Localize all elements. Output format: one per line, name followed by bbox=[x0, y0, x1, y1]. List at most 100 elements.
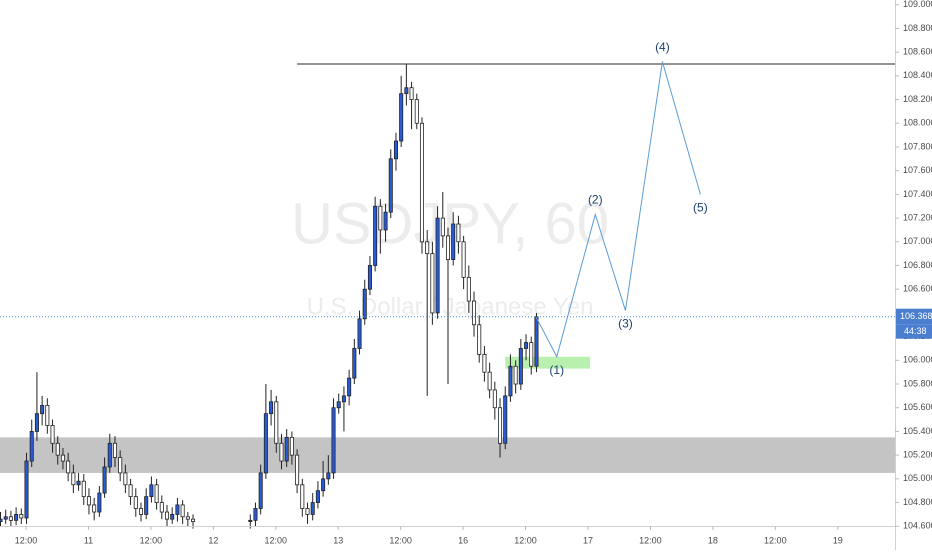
candle-body bbox=[393, 140, 398, 160]
candle-body bbox=[102, 466, 107, 494]
y-tick-label: 108.000 bbox=[903, 118, 932, 128]
candle-body bbox=[508, 365, 513, 397]
candle-body bbox=[180, 504, 185, 518]
candle-body bbox=[128, 484, 133, 498]
candle-body bbox=[529, 342, 534, 367]
plot-area: (1) (2) (3) (4) (5) bbox=[0, 40, 895, 529]
candle-body bbox=[419, 122, 424, 243]
candle-body bbox=[112, 442, 117, 458]
candle-body bbox=[435, 217, 440, 314]
wave-label: (4) bbox=[655, 40, 670, 54]
candle-body bbox=[154, 484, 159, 503]
y-tick-label: 105.400 bbox=[903, 426, 932, 436]
x-tick-label: 12:00 bbox=[514, 535, 537, 545]
y-tick-label: 108.600 bbox=[903, 47, 932, 57]
y-tick-label: 106.600 bbox=[903, 284, 932, 294]
y-tick-label: 107.600 bbox=[903, 165, 932, 175]
y-tick-label: 108.800 bbox=[903, 23, 932, 33]
candle-body bbox=[34, 413, 39, 432]
candle-body bbox=[60, 454, 65, 462]
candle-body bbox=[269, 401, 274, 415]
candle-body bbox=[66, 460, 71, 474]
candle-body bbox=[284, 436, 289, 462]
support-zone bbox=[0, 437, 895, 473]
candle-body bbox=[295, 454, 300, 486]
candle-body bbox=[149, 484, 154, 498]
candle-body bbox=[347, 377, 352, 397]
candle-body bbox=[19, 514, 24, 519]
candle-body bbox=[430, 253, 435, 314]
x-tick-label: 12:00 bbox=[389, 535, 412, 545]
x-tick-label: 12:00 bbox=[265, 535, 288, 545]
x-tick-label: 12:00 bbox=[15, 535, 38, 545]
last-price-label: 106.368 bbox=[900, 311, 932, 321]
candle-body bbox=[466, 276, 471, 302]
x-tick-label: 12:00 bbox=[639, 535, 662, 545]
y-tick-label: 108.200 bbox=[903, 94, 932, 104]
candle-body bbox=[164, 511, 170, 520]
candle-body bbox=[414, 99, 419, 124]
candle-body bbox=[81, 480, 86, 498]
candle-body bbox=[248, 519, 253, 522]
candle-body bbox=[482, 353, 487, 373]
candle-body bbox=[253, 508, 258, 521]
wave-label: (1) bbox=[549, 363, 564, 377]
candle-body bbox=[8, 516, 13, 521]
candle-body bbox=[185, 516, 190, 520]
candle-body bbox=[123, 472, 128, 486]
y-tick-label: 107.400 bbox=[903, 189, 932, 199]
y-tick-label: 105.200 bbox=[903, 450, 932, 460]
candle-body bbox=[503, 395, 508, 444]
candle-body bbox=[477, 324, 482, 355]
candle-body bbox=[305, 508, 310, 515]
candle-body bbox=[310, 502, 315, 515]
candle-body bbox=[289, 436, 294, 456]
candle-body bbox=[518, 348, 523, 385]
candle-body bbox=[315, 490, 320, 503]
candle-body bbox=[383, 211, 388, 231]
candle-body bbox=[263, 413, 268, 474]
candle-body bbox=[3, 516, 8, 520]
candle-body bbox=[279, 442, 284, 462]
candle-body bbox=[138, 508, 144, 515]
candle-body bbox=[341, 395, 346, 403]
x-tick-label: 12:00 bbox=[764, 535, 787, 545]
y-tick-label: 106.800 bbox=[903, 260, 932, 270]
candle-body bbox=[0, 518, 3, 522]
candle-body bbox=[24, 460, 29, 519]
x-tick-label: 13 bbox=[333, 535, 343, 545]
candle-body bbox=[487, 371, 492, 391]
x-tick-label: 18 bbox=[708, 535, 718, 545]
candle-body bbox=[331, 407, 336, 474]
wave-label: (3) bbox=[618, 317, 633, 331]
candle-body bbox=[456, 223, 461, 243]
y-tick-label: 109.000 bbox=[903, 0, 932, 9]
candle-body bbox=[97, 492, 102, 513]
y-tick-label: 105.600 bbox=[903, 402, 932, 412]
candle-body bbox=[107, 442, 112, 468]
y-tick-label: 106.000 bbox=[903, 355, 932, 365]
candle-body bbox=[373, 205, 378, 266]
countdown-box bbox=[896, 324, 932, 339]
candle-body bbox=[492, 389, 497, 409]
candle-body bbox=[326, 472, 331, 480]
x-tick-label: 12 bbox=[208, 535, 218, 545]
last-price-box bbox=[896, 308, 932, 325]
wave-label: (5) bbox=[693, 201, 708, 215]
candle-body bbox=[534, 316, 539, 367]
candle-body bbox=[76, 480, 81, 486]
candle-body bbox=[357, 318, 362, 349]
x-tick-label: 16 bbox=[458, 535, 468, 545]
wave-path bbox=[535, 61, 701, 359]
candle-body bbox=[367, 265, 372, 290]
y-tick-label: 107.800 bbox=[903, 141, 932, 151]
target-box bbox=[505, 356, 591, 369]
candle-body bbox=[133, 496, 138, 509]
y-tick-label: 104.600 bbox=[903, 521, 932, 531]
candle-body bbox=[86, 496, 91, 506]
candle-body bbox=[92, 504, 97, 513]
candle-body bbox=[336, 401, 341, 409]
candle-body bbox=[378, 205, 383, 231]
